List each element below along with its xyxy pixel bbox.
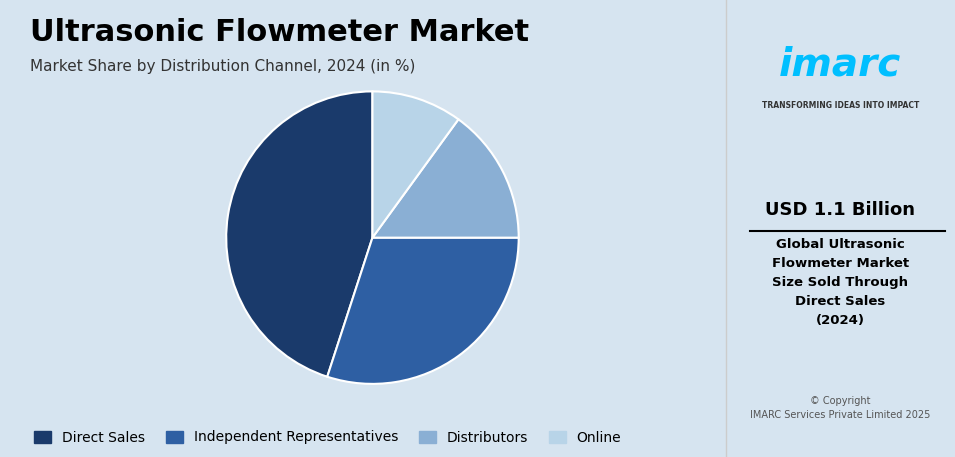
Text: © Copyright
IMARC Services Private Limited 2025: © Copyright IMARC Services Private Limit… [751, 396, 930, 420]
Text: Ultrasonic Flowmeter Market: Ultrasonic Flowmeter Market [30, 18, 529, 47]
Text: imarc: imarc [779, 46, 902, 84]
Text: Market Share by Distribution Channel, 2024 (in %): Market Share by Distribution Channel, 20… [30, 59, 415, 74]
Wedge shape [372, 119, 519, 238]
Wedge shape [328, 238, 519, 384]
Wedge shape [226, 91, 372, 377]
Text: USD 1.1 Billion: USD 1.1 Billion [765, 201, 916, 219]
Legend: Direct Sales, Independent Representatives, Distributors, Online: Direct Sales, Independent Representative… [29, 425, 626, 450]
Text: TRANSFORMING IDEAS INTO IMPACT: TRANSFORMING IDEAS INTO IMPACT [762, 101, 919, 110]
Text: Global Ultrasonic
Flowmeter Market
Size Sold Through
Direct Sales
(2024): Global Ultrasonic Flowmeter Market Size … [772, 238, 909, 327]
Wedge shape [372, 91, 458, 238]
